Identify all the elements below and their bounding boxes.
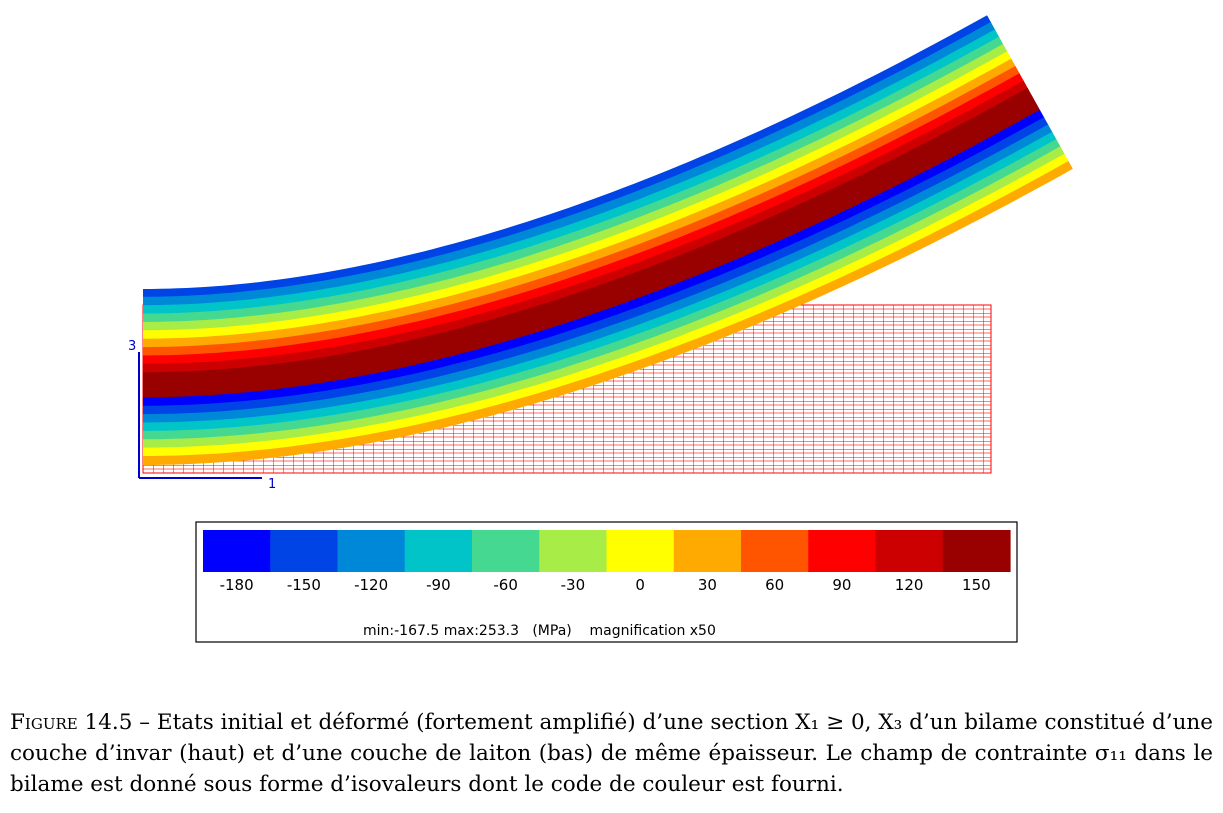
axes: 3 1 [128,339,276,492]
colorbar-tick-label: 90 [832,576,851,594]
caption-prefix: Figure 14.5 [10,710,133,735]
colorbar-tick-label: -150 [287,576,321,594]
colorbar-swatch [203,530,271,572]
colorbar-tick-label: 0 [635,576,645,594]
colorbar-swatch [472,530,540,572]
colorbar-tick-label: 150 [962,576,991,594]
colorbar-swatch [539,530,608,572]
colorbar-swatch [404,530,473,572]
colorbar-swatch [808,530,877,572]
colorbar-swatch [942,530,1011,572]
figure-caption: Figure 14.5 – Etats initial et déformé (… [10,707,1213,800]
colorbar-tick-label: 120 [895,576,924,594]
colorbar-tick-label: 60 [765,576,784,594]
caption-text: – Etats initial et déformé (fortement am… [10,710,1213,797]
colorbar-tick-label: -60 [493,576,518,594]
colorbar-swatch [673,530,742,572]
colorbar-swatch [270,530,339,572]
colorbar-tick-label: 30 [698,576,717,594]
colorbar-swatch [337,530,406,572]
colorbar-tick-labels: -180 -150 -120 -90 -60 -30 0 30 60 90 120 150 [220,576,991,594]
colorbar-tick-label: -90 [426,576,451,594]
colorbar-tick-label: -120 [354,576,388,594]
axis-label-1: 1 [268,477,276,492]
legend-info: min:-167.5 max:253.3 (MPa) magnification… [363,623,716,639]
colorbar-swatch [741,530,809,572]
colorbar-swatch [875,530,944,572]
colorbar-tick-label: -180 [220,576,254,594]
colorbar [203,530,1011,572]
color-legend: -180 -150 -120 -90 -60 -30 0 30 60 90 120 150 min:-… [195,521,1018,643]
bilayer-figure: 3 1 -180 -150 -120 -90 -60 -30 0 30 60 90 120 150 m… [128,15,1073,643]
colorbar-swatch [606,530,675,572]
axis-label-3: 3 [128,339,136,354]
colorbar-tick-label: -30 [561,576,586,594]
